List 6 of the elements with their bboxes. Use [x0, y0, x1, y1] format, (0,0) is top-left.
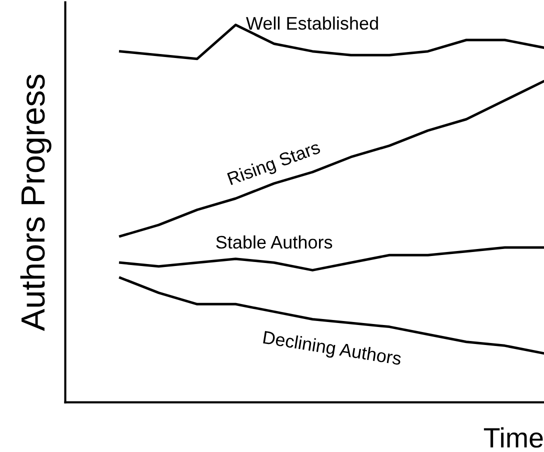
series-label: Well Established [246, 16, 378, 30]
text: Declining Authors [262, 330, 402, 369]
series-label: Stable Authors [216, 235, 332, 249]
text: Rising Stars [226, 140, 322, 189]
y-axis-title: Authors Progress [20, 74, 52, 331]
x-axis-title: Time [484, 427, 543, 448]
